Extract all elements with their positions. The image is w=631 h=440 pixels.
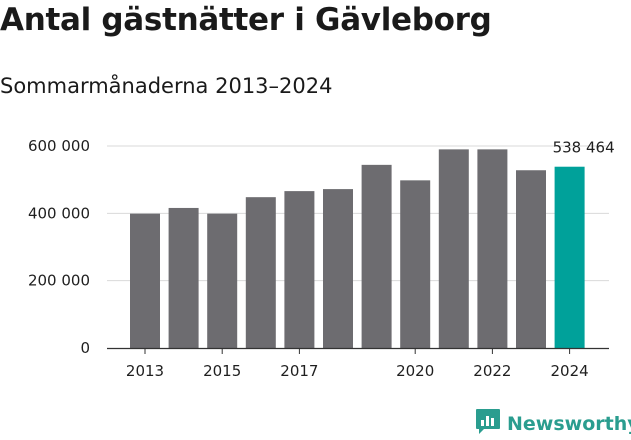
axes — [107, 347, 609, 354]
bar-2022 — [477, 149, 508, 348]
chat-bubble-bar-chart-icon — [475, 408, 501, 440]
bars — [130, 149, 585, 348]
x-tick-label: 2020 — [396, 362, 434, 380]
bar-2015 — [207, 213, 238, 348]
x-tick-label: 2017 — [280, 362, 318, 380]
bar-2018 — [323, 189, 353, 348]
chart-subtitle: Sommarmånaderna 2013–2024 — [0, 74, 333, 98]
bar-2021 — [438, 149, 469, 348]
newsworthy-logo: Newsworthy — [475, 408, 631, 440]
x-tick-label: 2013 — [126, 362, 164, 380]
bar-2019 — [361, 164, 392, 348]
chart-title: Antal gästnätter i Gävleborg — [0, 2, 492, 38]
y-tick-label: 0 — [80, 339, 90, 357]
bar-chart: 0 200 000 400 000 600 000 2013 2015 2017 2020 20… — [28, 137, 615, 380]
y-tick-label: 200 000 — [28, 272, 90, 290]
bar-2013 — [130, 213, 160, 348]
x-tick-label: 2022 — [473, 362, 511, 380]
value-annotation: 538 464 — [553, 139, 615, 157]
x-tick-label: 2015 — [203, 362, 241, 380]
x-tick-label: 2024 — [551, 362, 589, 380]
bar-2017 — [284, 191, 315, 348]
y-tick-label: 400 000 — [28, 204, 90, 222]
tick-labels: 0 200 000 400 000 600 000 2013 2015 2017 2020 20… — [28, 137, 615, 380]
bar-2024 — [554, 166, 585, 348]
bar-2014 — [168, 207, 199, 348]
bar-2020 — [400, 180, 431, 348]
bar-2016 — [245, 197, 276, 348]
brand-name: Newsworthy — [507, 413, 631, 435]
bar-2023 — [516, 170, 546, 348]
y-tick-label: 600 000 — [28, 137, 90, 155]
